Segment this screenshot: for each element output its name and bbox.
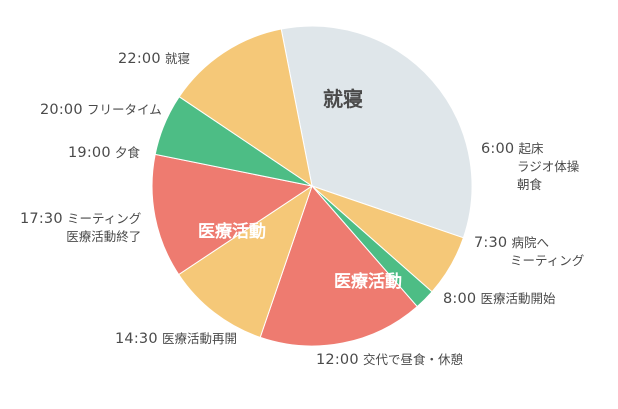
- annotation-time: 22:00: [118, 51, 161, 67]
- annotation-time: 20:00: [40, 102, 83, 118]
- annotation-time: 12:00: [316, 352, 359, 368]
- annotation-text: 就寝: [164, 51, 190, 66]
- annotation-19-00: 19:00 夕食: [68, 144, 140, 162]
- annotation-text: フリータイム: [86, 102, 162, 117]
- annotation-time: 7:30: [474, 235, 508, 251]
- annotation-text: 病院へ: [511, 235, 550, 250]
- annotation-text: 医療活動再開: [161, 331, 237, 346]
- annotation-17-30: 17:30 ミーティング 医療活動終了: [20, 210, 141, 246]
- annotation-text-line3: 朝食: [517, 177, 543, 192]
- annotation-12-00: 12:00 交代で昼食・休憩: [316, 351, 463, 369]
- annotation-08-00: 8:00 医療活動開始: [443, 290, 556, 308]
- slice-medical-pm: [151, 153, 314, 276]
- annotation-time: 14:30: [115, 331, 158, 347]
- annotation-20-00: 20:00 フリータイム: [40, 101, 162, 119]
- slice-label-medical-afternoon: 医療活動: [198, 221, 266, 242]
- annotation-text-line2: ラジオ体操: [517, 159, 580, 174]
- annotation-22-00: 22:00 就寝: [118, 50, 190, 68]
- schedule-slices: [151, 25, 473, 347]
- annotation-text-line2: 医療活動終了: [66, 229, 142, 244]
- annotation-time: 17:30: [20, 211, 63, 227]
- annotation-14-30: 14:30 医療活動再開: [115, 330, 237, 348]
- annotation-time: 19:00: [68, 145, 111, 161]
- annotation-07-30: 7:30 病院へ ミーティング: [474, 234, 584, 270]
- annotation-text: ミーティング: [66, 211, 142, 226]
- annotation-text: 起床: [518, 141, 544, 156]
- slice-medical-am: [259, 185, 418, 347]
- slice-evening: [178, 28, 313, 188]
- annotation-text: 交代で昼食・休憩: [362, 352, 463, 367]
- slice-label-medical-morning: 医療活動: [334, 271, 402, 292]
- annotation-text-line2: ミーティング: [510, 253, 585, 268]
- slice-label-sleep: 就寝: [323, 87, 363, 111]
- annotation-text: 医療活動開始: [480, 291, 556, 306]
- annotation-time: 8:00: [443, 291, 477, 307]
- slice-sleep: [280, 25, 473, 239]
- slice-lunch: [178, 184, 313, 339]
- annotation-time: 6:00: [481, 141, 515, 157]
- annotation-06-00: 6:00 起床 ラジオ体操 朝食: [481, 140, 579, 194]
- annotation-text: 夕食: [114, 145, 140, 160]
